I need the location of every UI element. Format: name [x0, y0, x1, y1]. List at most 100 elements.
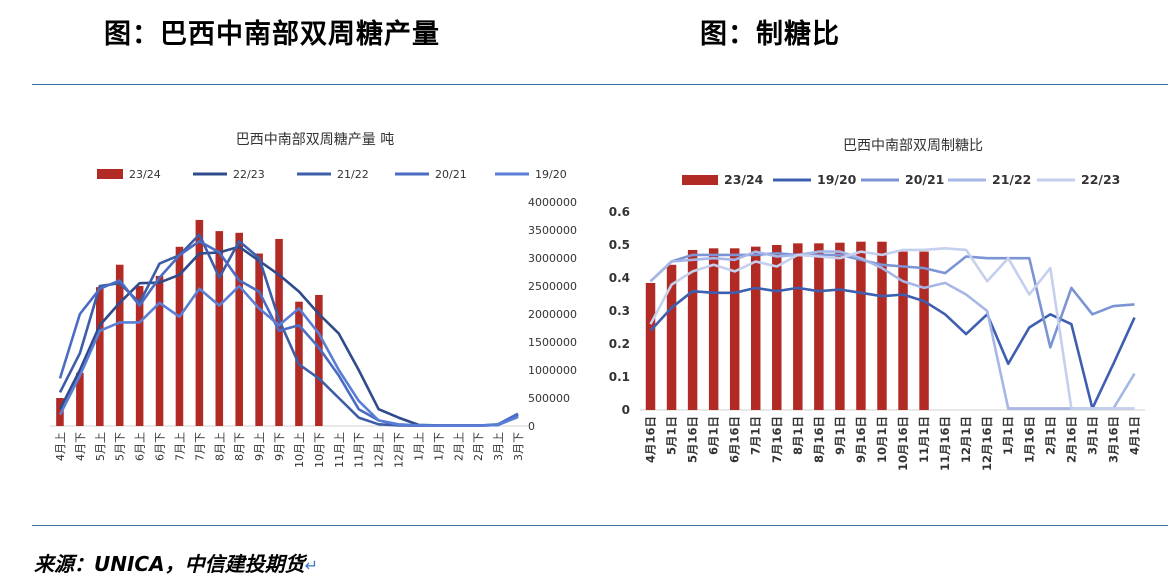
legend-label: 23/24 — [724, 172, 764, 187]
x-tick-label: 11月下 — [353, 432, 366, 468]
x-tick-label: 1月上 — [412, 432, 425, 461]
legend-label: 19/20 — [535, 168, 567, 181]
x-tick-label: 12月16日 — [980, 416, 994, 471]
x-tick-label: 2月16日 — [1064, 416, 1078, 463]
y-tick-label: 3500000 — [528, 224, 577, 237]
x-tick-label: 3月下 — [512, 432, 525, 461]
y-tick-label: 0.3 — [609, 304, 630, 318]
bottom-divider — [32, 525, 1168, 526]
bar — [96, 287, 104, 426]
x-tick-label: 12月1日 — [959, 416, 973, 463]
x-tick-label: 11月16日 — [938, 416, 952, 471]
bar — [235, 232, 243, 426]
x-tick-label: 10月下 — [313, 432, 326, 468]
bar — [195, 219, 204, 426]
x-tick-label: 7月1日 — [749, 416, 763, 455]
y-tick-label: 2000000 — [528, 308, 577, 321]
bar — [135, 286, 144, 426]
x-tick-label: 11月上 — [333, 432, 346, 468]
y-tick-label: 4000000 — [528, 196, 577, 209]
y-tick-label: 2500000 — [528, 280, 577, 293]
bar — [155, 275, 164, 426]
y-tick-label: 1000000 — [528, 364, 577, 377]
x-tick-label: 2月1日 — [1043, 416, 1057, 455]
x-tick-label: 8月上 — [213, 432, 226, 461]
x-tick-label: 2月下 — [472, 432, 485, 461]
bar — [793, 243, 803, 410]
x-tick-label: 1月1日 — [1001, 416, 1015, 455]
x-tick-label: 9月1日 — [833, 416, 847, 455]
y-tick-label: 0.4 — [609, 271, 630, 285]
right-figure-title: 图：制糖比 — [700, 19, 840, 50]
x-tick-label: 5月下 — [114, 432, 127, 461]
x-tick-label: 4月下 — [74, 432, 87, 461]
bar — [315, 294, 323, 426]
x-tick-label: 7月16日 — [770, 416, 784, 463]
y-tick-label: 1500000 — [528, 336, 577, 349]
x-tick-label: 5月16日 — [686, 416, 700, 463]
x-tick-label: 12月下 — [393, 432, 406, 468]
top-divider — [32, 84, 1168, 85]
x-tick-label: 8月下 — [233, 432, 246, 461]
x-tick-label: 7月下 — [193, 432, 206, 461]
bar — [115, 264, 124, 426]
x-tick-label: 1月16日 — [1022, 416, 1036, 463]
x-tick-label: 5月上 — [94, 432, 107, 461]
y-tick-label: 0.6 — [609, 205, 630, 219]
y-tick-label: 0.2 — [609, 337, 630, 351]
left-figure-title: 图：巴西中南部双周糖产量 — [104, 19, 440, 50]
x-tick-label: 10月16日 — [896, 416, 910, 471]
series-line — [649, 252, 1135, 349]
bar — [708, 248, 719, 410]
x-tick-label: 6月1日 — [707, 416, 721, 455]
x-tick-label: 8月1日 — [791, 416, 805, 455]
bar — [856, 241, 866, 410]
legend-label: 21/22 — [992, 172, 1031, 187]
x-tick-label: 6月16日 — [728, 416, 742, 463]
x-tick-label: 4月上 — [54, 432, 67, 461]
legend-label: 21/22 — [337, 168, 369, 181]
x-tick-label: 6月下 — [154, 432, 167, 461]
bar — [814, 243, 824, 410]
x-tick-label: 2月上 — [452, 432, 465, 461]
x-tick-label: 9月16日 — [854, 416, 868, 463]
bar — [687, 249, 698, 410]
source-note: 来源：UNICA，中信建投期货↵ — [34, 548, 318, 577]
bar — [56, 398, 64, 426]
y-tick-label: 3000000 — [528, 252, 577, 265]
chart-title: 巴西中南部双周制糖比 — [843, 138, 983, 154]
series-line — [649, 247, 1135, 410]
x-tick-label: 8月16日 — [812, 416, 826, 463]
x-tick-label: 12月上 — [373, 432, 386, 468]
x-tick-label: 11月1日 — [917, 416, 931, 463]
y-tick-label: 500000 — [528, 392, 570, 405]
x-tick-label: 10月上 — [293, 432, 306, 468]
legend-label: 19/20 — [817, 172, 857, 187]
series-line — [58, 239, 519, 427]
bar — [729, 248, 740, 410]
source-text: 来源：UNICA，中信建投期货 — [34, 552, 305, 576]
legend-label: 22/23 — [1081, 172, 1120, 187]
series-line — [58, 284, 519, 427]
bar — [919, 251, 929, 410]
x-tick-label: 4月1日 — [1127, 416, 1141, 455]
x-tick-label: 5月1日 — [665, 416, 679, 455]
bar — [877, 241, 887, 410]
legend-label: 20/21 — [435, 168, 467, 181]
series-line — [649, 250, 1136, 410]
x-tick-label: 9月上 — [253, 432, 266, 461]
x-tick-label: 9月下 — [273, 432, 286, 461]
x-tick-label: 10月1日 — [875, 416, 889, 463]
bar — [772, 245, 782, 410]
bar — [645, 282, 656, 410]
y-tick-label: 0.1 — [609, 370, 630, 384]
chart-title: 巴西中南部双周糖产量 吨 — [236, 132, 394, 148]
bar — [835, 242, 845, 410]
x-tick-label: 3月16日 — [1106, 416, 1120, 463]
x-tick-label: 6月上 — [134, 432, 147, 461]
legend-swatch — [682, 175, 718, 185]
x-tick-label: 4月16日 — [644, 416, 658, 463]
bar — [175, 246, 184, 426]
x-tick-label: 1月下 — [432, 432, 445, 461]
y-tick-label: 0 — [528, 420, 535, 433]
